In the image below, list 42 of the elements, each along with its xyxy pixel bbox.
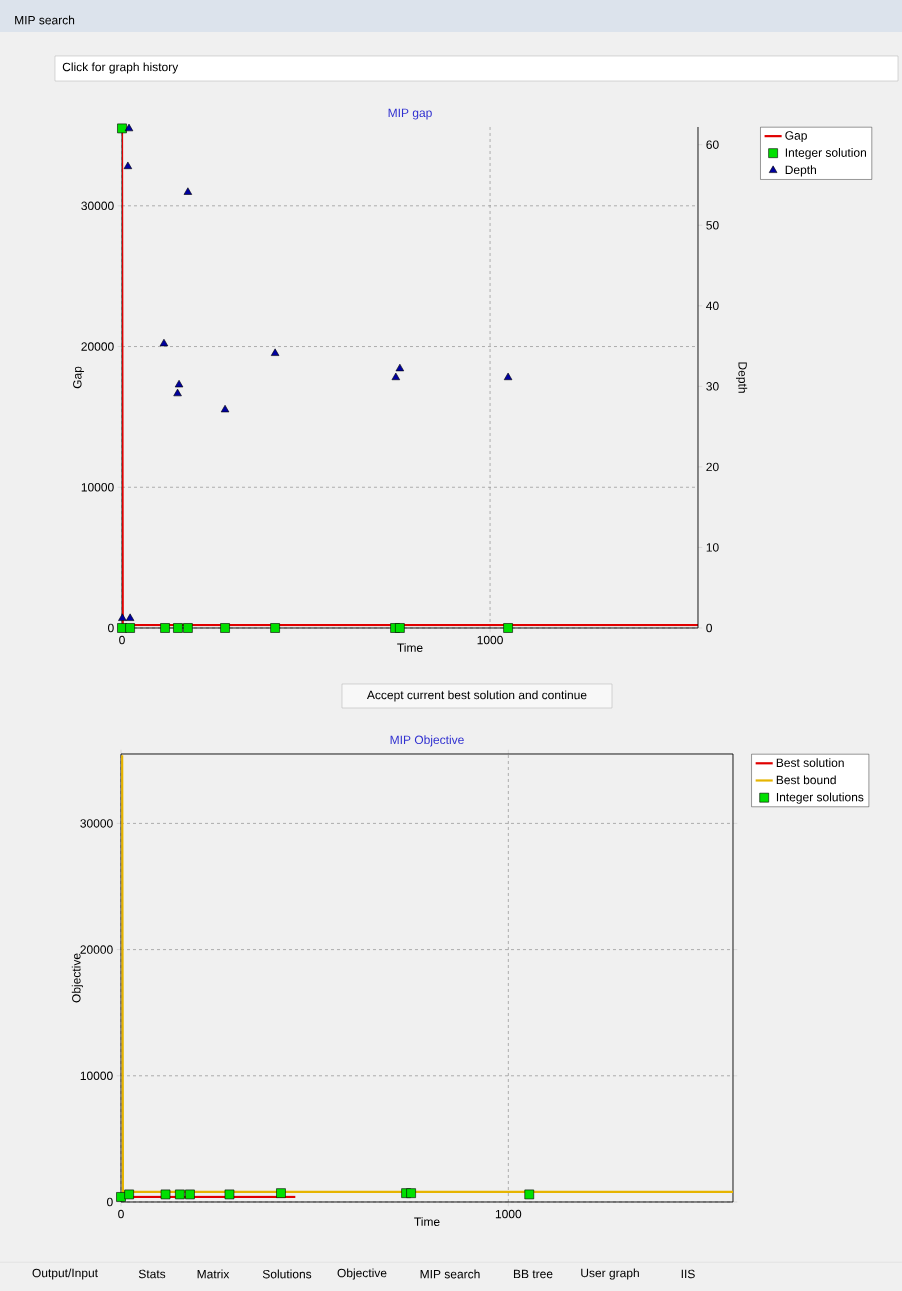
y-tick-label: 20000 (81, 342, 114, 351)
y-axis-title: Objective (71, 953, 83, 1003)
y-tick-label: 0 (107, 1197, 113, 1207)
y2-tick-label: 10 (706, 543, 719, 552)
y2-tick-label: 30 (706, 382, 719, 391)
text: BB tree (513, 1269, 553, 1279)
y2-axis-title: Depth (736, 362, 748, 393)
y2-tick-label: 60 (706, 140, 719, 149)
y-axis-title: Gap (73, 366, 84, 389)
legend-label: Gap (785, 131, 807, 143)
chart-title: MIP gap (388, 108, 432, 120)
legend-label: Integer solution (785, 148, 866, 160)
text: User graph (581, 1268, 639, 1280)
x-axis-title: Time (414, 1217, 440, 1226)
chart-title: MIP Objective (390, 735, 464, 747)
text: Click for graph history (62, 62, 179, 74)
text: Solutions (262, 1269, 312, 1279)
legend-label: Best solution (776, 758, 844, 767)
text: Accept current best solution and continue (366, 690, 587, 702)
y-tick-label: 20000 (80, 945, 113, 954)
legend-label: Integer solutions (776, 792, 864, 804)
x-tick-label: 1000 (477, 635, 503, 645)
text: MIP search (420, 1269, 480, 1279)
y-tick-label: 30000 (81, 201, 114, 211)
text: Objective (337, 1268, 387, 1280)
y-tick-label: 10000 (80, 1071, 113, 1081)
text: MIP search (15, 15, 75, 25)
y2-tick-label: 20 (706, 462, 719, 472)
text: Output/Input (32, 1268, 98, 1280)
y2-tick-label: 40 (706, 301, 719, 311)
y2-tick-label: 0 (706, 623, 713, 633)
y-tick-label: 10000 (81, 483, 114, 492)
legend-label: Depth (785, 165, 816, 177)
legend-label: Best bound (776, 775, 836, 785)
x-axis-title: Time (397, 643, 423, 652)
text: IIS (681, 1269, 695, 1279)
y-tick-label: 0 (107, 623, 114, 633)
x-tick-label: 1000 (495, 1209, 522, 1219)
y2-tick-label: 50 (706, 221, 719, 230)
text: Matrix (197, 1269, 230, 1279)
text: Stats (138, 1269, 166, 1279)
y-tick-label: 30000 (80, 819, 113, 828)
